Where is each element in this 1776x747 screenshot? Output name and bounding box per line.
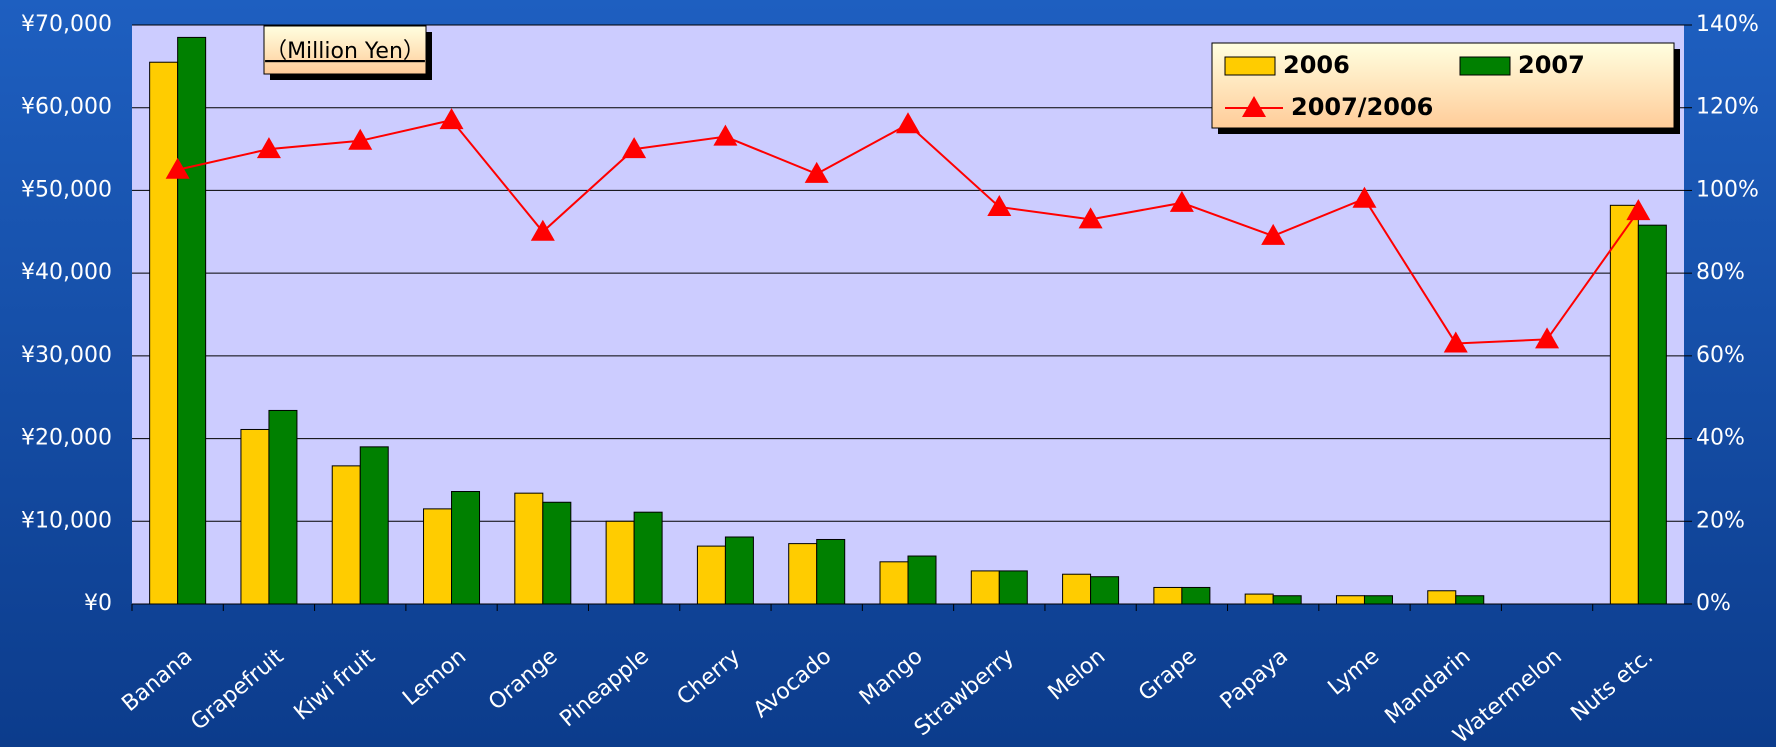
y-tick-label: ¥70,000 [21, 12, 112, 37]
bar [696, 545, 726, 605]
y2-tick-label: 100% [1696, 177, 1759, 202]
ratio-marker [1261, 223, 1286, 245]
bar [605, 520, 635, 605]
y-tick-label: ¥50,000 [21, 177, 112, 202]
bar [1637, 224, 1667, 605]
bar [998, 570, 1028, 605]
y-tick-label: ¥20,000 [21, 426, 112, 451]
ratio-marker [1169, 190, 1194, 212]
bar [1153, 586, 1183, 605]
y-tick-label: ¥40,000 [21, 260, 112, 285]
bar [1181, 586, 1211, 605]
y2-tick-label: 20% [1696, 508, 1745, 533]
bar [816, 538, 846, 605]
ratio-marker [987, 194, 1012, 216]
bar [331, 465, 361, 605]
bar [1609, 204, 1639, 605]
ratio-marker [1535, 327, 1560, 349]
ratio-marker [348, 128, 373, 150]
bar [268, 409, 298, 605]
ratio-marker [713, 124, 738, 146]
ratio-marker [1443, 331, 1468, 353]
annotation: （Million Yen） [265, 39, 425, 64]
bar [879, 561, 909, 605]
y2-tick-label: 80% [1696, 260, 1745, 285]
bar [423, 508, 453, 605]
annotation-box [263, 25, 427, 75]
ratio-marker [1078, 207, 1103, 229]
bar [542, 501, 572, 605]
y2-tick-label: 40% [1696, 426, 1745, 451]
y2-tick-label: 120% [1696, 95, 1759, 120]
legend-label: 2007/2006 [1291, 93, 1433, 121]
bar [1090, 576, 1120, 605]
bar [359, 446, 389, 605]
bar [149, 61, 179, 605]
ratio-marker [896, 112, 920, 134]
bar [724, 536, 754, 605]
y-tick-label: ¥30,000 [21, 343, 112, 368]
ratio-marker [439, 108, 464, 130]
y-tick-label: ¥0 [84, 591, 112, 616]
bar [514, 492, 544, 605]
ratio-marker [530, 219, 555, 241]
ratio-marker [622, 137, 647, 159]
bar [633, 511, 663, 605]
legend [1211, 42, 1675, 129]
bar [1455, 595, 1485, 605]
bar [1427, 590, 1457, 605]
legend-swatch [1224, 56, 1276, 76]
y2-tick-label: 60% [1696, 343, 1745, 368]
bar [240, 428, 270, 605]
legend-swatch [1459, 56, 1511, 76]
bar [907, 555, 937, 605]
bar [1244, 593, 1274, 605]
y-tick-label: ¥10,000 [21, 508, 112, 533]
legend-label: 2006 [1283, 51, 1350, 79]
ratio-marker [1626, 199, 1651, 221]
legend-label: 2007 [1518, 51, 1585, 79]
bar [177, 36, 207, 605]
bar [1272, 595, 1302, 605]
ratio-marker [165, 157, 190, 179]
y-tick-label: ¥60,000 [21, 95, 112, 120]
legend-marker [1242, 96, 1266, 117]
ratio-marker [1352, 186, 1377, 208]
y2-tick-label: 0% [1696, 591, 1731, 616]
y2-tick-label: 140% [1696, 12, 1759, 37]
bar [1363, 595, 1393, 605]
bar [1062, 573, 1092, 605]
bar [970, 570, 1000, 605]
bar [1335, 595, 1365, 605]
ratio-marker [804, 161, 829, 183]
ratio-marker [256, 137, 281, 159]
bar [788, 543, 818, 605]
bar [451, 491, 481, 605]
